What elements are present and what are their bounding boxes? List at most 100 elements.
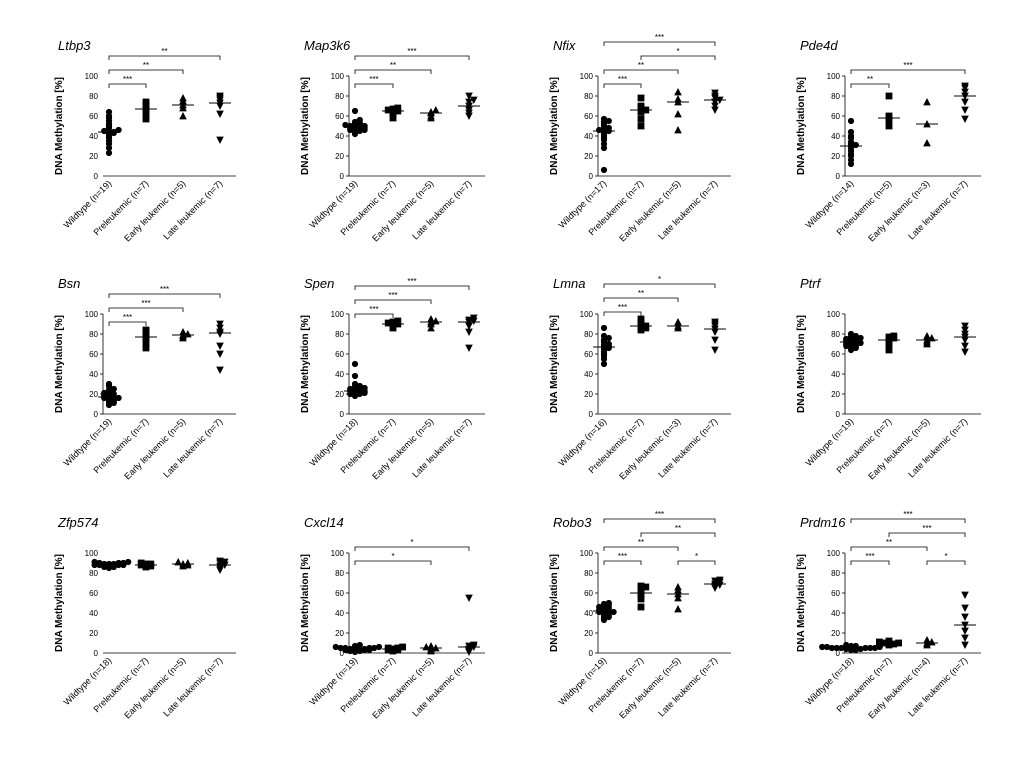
significance-label: *** [618,552,627,561]
data-point [120,559,127,567]
significance-bracket [603,311,642,316]
y-tick-label: 40 [335,370,344,379]
y-tick-label: 40 [89,609,98,618]
data-point [711,89,719,97]
significance-label: * [676,47,679,56]
significance-bracket [677,560,716,565]
significance-label: ** [638,289,644,298]
data-point [600,360,608,368]
significance-bracket [108,55,221,60]
data-point [961,348,969,356]
data-point [427,324,435,332]
data-point [384,644,392,652]
data-point [125,558,132,566]
significance-bracket [108,293,221,298]
y-tick-label: 20 [831,390,840,399]
y-tick-label: 20 [89,152,98,161]
data-point [375,643,383,651]
y-axis-label: DNA Methylation [%] [300,315,311,413]
y-tick-label: 60 [335,112,344,121]
y-tick-label: 80 [831,569,840,578]
significance-label: *** [388,291,397,300]
data-point [961,88,969,96]
y-tick-label: 100 [331,310,345,319]
significance-label: *** [922,524,931,533]
data-point [216,110,224,118]
data-point [470,96,478,104]
data-point [711,318,719,326]
data-point [961,627,969,635]
y-tick-label: 40 [831,609,840,618]
data-point [885,112,893,120]
data-point [885,342,893,350]
data-point [637,102,645,110]
data-point [923,98,931,106]
significance-label: * [410,538,413,547]
y-tick-label: 20 [335,390,344,399]
y-axis-label: DNA Methylation [%] [300,77,311,175]
data-point [115,394,122,402]
data-point [867,644,874,652]
data-point [605,117,612,125]
data-point [465,106,473,114]
data-point [394,317,402,325]
data-point [843,641,850,649]
data-point [179,94,187,102]
data-point [342,644,349,652]
data-point [637,595,645,603]
data-point [179,112,187,120]
panel-title: Spen [304,276,334,291]
data-point [356,382,363,390]
data-point [216,328,224,336]
data-point [105,380,113,388]
significance-label: *** [123,75,132,84]
significance-bracket [603,297,679,302]
panel-title: Bsn [58,276,80,291]
data-point [394,104,402,112]
data-point [361,122,368,130]
y-axis-label: DNA Methylation [%] [54,315,65,413]
y-tick-label: 60 [89,350,98,359]
data-point [110,560,117,568]
significance-label: ** [638,61,644,70]
significance-bracket [888,532,966,537]
data-point [885,637,893,645]
data-point [823,643,831,651]
significance-bracket [108,69,184,74]
significance-bracket [603,546,679,551]
significance-bracket [603,83,642,88]
data-point [716,576,724,584]
significance-bracket [640,532,716,537]
data-point [711,346,719,354]
data-point [711,336,719,344]
significance-label: *** [655,510,664,519]
panel-title: Ptrf [800,276,822,291]
data-point [600,332,608,340]
y-tick-label: 100 [331,72,345,81]
y-tick-label: 60 [89,112,98,121]
y-axis-label: DNA Methylation [%] [549,315,560,413]
data-point [637,582,645,590]
data-point [101,560,108,568]
significance-bracket [850,83,890,88]
y-tick-label: 20 [335,152,344,161]
data-point [184,330,192,338]
significance-label: ** [867,75,873,84]
data-point [890,332,898,340]
data-point [637,315,645,323]
data-point [427,315,435,323]
data-point [876,638,883,646]
data-point [857,645,864,653]
data-point [852,141,859,149]
y-tick-label: 0 [94,410,99,419]
data-point [871,644,879,652]
y-tick-label: 80 [335,330,344,339]
data-point [142,560,150,568]
data-point [961,342,969,350]
data-point [637,108,645,116]
data-point [105,108,113,116]
data-point [371,644,378,652]
